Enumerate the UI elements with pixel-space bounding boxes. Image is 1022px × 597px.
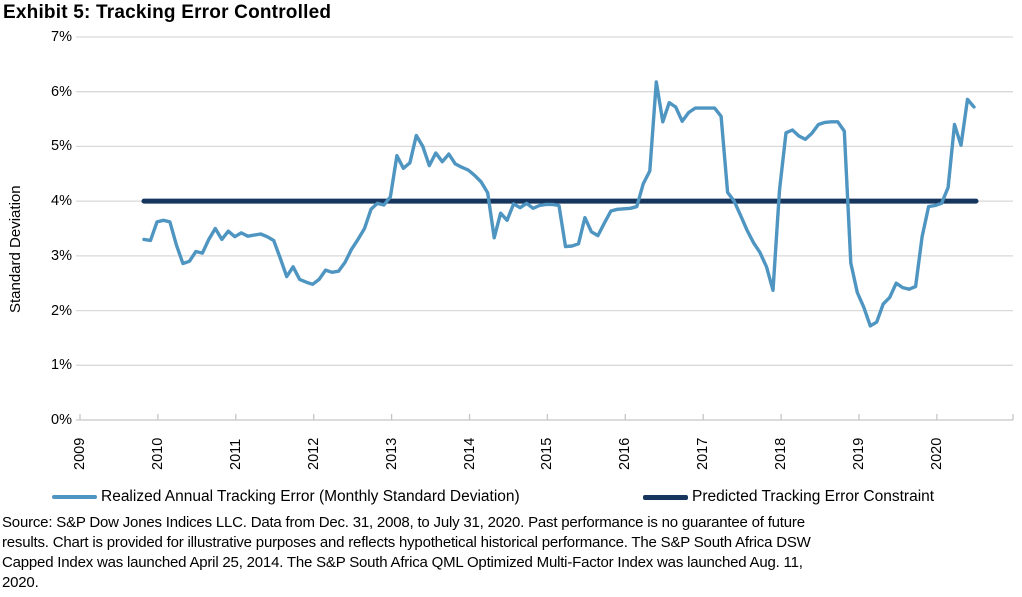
y-axis-tick-label: 0% bbox=[51, 412, 72, 428]
x-axis-tick-label: 2010 bbox=[150, 437, 166, 470]
source-text-line: Capped Index was launched April 25, 2014… bbox=[2, 554, 803, 571]
y-axis-tick-label: 5% bbox=[51, 138, 72, 154]
x-axis-tick-label: 2009 bbox=[72, 437, 88, 470]
y-axis-tick-label: 3% bbox=[51, 248, 72, 264]
x-axis-tick-label: 2014 bbox=[462, 437, 478, 470]
x-axis-tick-label: 2013 bbox=[384, 437, 400, 470]
realized-series-swatch-icon bbox=[52, 495, 97, 499]
x-axis-tick-label: 2017 bbox=[695, 437, 711, 470]
legend-label-constraint: Predicted Tracking Error Constraint bbox=[692, 488, 935, 505]
constraint-series-swatch-icon bbox=[643, 494, 688, 500]
source-text-line: 2020. bbox=[2, 574, 39, 591]
chart-plot-area: 0% 1% 2% 3% 4% 5% 6% 7% 2009 2010 2011 2012 2013 201… bbox=[7, 29, 1014, 470]
realized-tracking-error-line bbox=[142, 80, 976, 328]
x-axis-tick-label: 2018 bbox=[773, 437, 789, 470]
legend-item-realized: Realized Annual Tracking Error (Monthly … bbox=[52, 487, 520, 507]
source-footnote: Source: S&P Dow Jones Indices LLC. Data … bbox=[2, 513, 1020, 593]
line-chart bbox=[76, 36, 1014, 421]
x-axis-tick-label: 2015 bbox=[539, 437, 555, 470]
y-axis-tick-label: 4% bbox=[51, 193, 72, 209]
y-axis-tick-label: 6% bbox=[51, 84, 72, 100]
legend-label-realized: Realized Annual Tracking Error (Monthly … bbox=[101, 488, 520, 505]
y-axis-tick-label: 2% bbox=[51, 303, 72, 319]
y-axis-tick-label: 7% bbox=[51, 29, 72, 45]
y-axis-tick-label: 1% bbox=[51, 357, 72, 373]
chart-title: Exhibit 5: Tracking Error Controlled bbox=[3, 2, 332, 23]
x-axis-tick-label: 2020 bbox=[929, 437, 945, 470]
legend-item-constraint: Predicted Tracking Error Constraint bbox=[643, 487, 934, 507]
chart-legend: Realized Annual Tracking Error (Monthly … bbox=[0, 487, 1022, 507]
x-axis-tick-label: 2016 bbox=[617, 437, 633, 470]
source-text-line: Source: S&P Dow Jones Indices LLC. Data … bbox=[2, 514, 805, 531]
x-axis-tick-label: 2012 bbox=[306, 437, 322, 470]
x-axis-tick-label: 2011 bbox=[228, 438, 244, 470]
x-axis-tick-label: 2019 bbox=[851, 437, 867, 470]
source-text-line: results. Chart is provided for illustrat… bbox=[2, 534, 811, 551]
y-axis-title: Standard Deviation bbox=[7, 185, 24, 313]
